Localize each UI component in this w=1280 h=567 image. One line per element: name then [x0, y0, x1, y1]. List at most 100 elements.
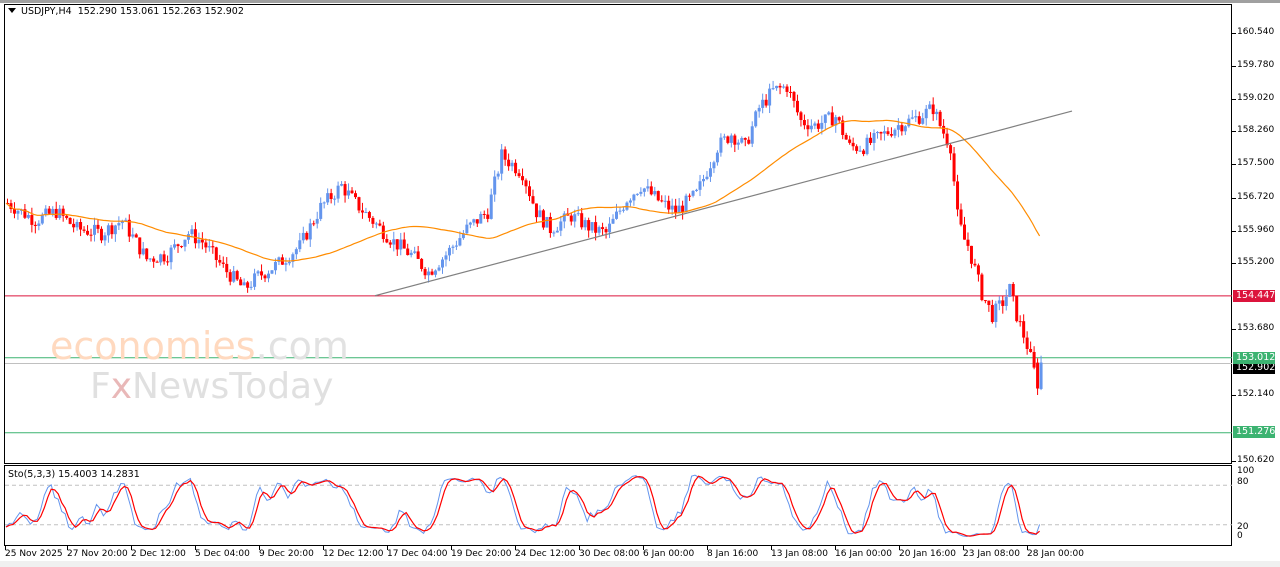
price-axis-tick — [1232, 98, 1236, 100]
candle — [211, 246, 215, 248]
candle — [312, 223, 316, 225]
symbol-title: USDJPY,H4 152.290 153.061 152.263 152.90… — [8, 6, 244, 17]
candle — [806, 125, 810, 130]
candle — [548, 217, 552, 234]
time-axis-tick — [67, 546, 68, 550]
candle — [667, 200, 671, 210]
candle — [910, 117, 914, 119]
candle — [155, 261, 159, 263]
candle — [454, 245, 458, 247]
candle — [841, 120, 845, 135]
candle — [628, 200, 632, 203]
moving-average-line — [5, 119, 1041, 262]
candle — [124, 219, 128, 221]
candle — [1025, 337, 1029, 349]
time-axis-label: 6 Jan 00:00 — [643, 549, 695, 559]
candle — [110, 225, 114, 235]
candle — [649, 186, 653, 195]
candle — [472, 219, 476, 223]
candle — [733, 135, 737, 145]
candle — [754, 111, 758, 127]
candle — [423, 268, 427, 276]
time-axis-label: 2 Dec 12:00 — [131, 549, 186, 559]
price-axis-label: 155.960 — [1237, 224, 1275, 235]
candle — [639, 191, 643, 194]
candle — [301, 232, 305, 241]
candle — [653, 191, 657, 195]
candle — [660, 200, 664, 202]
candle — [583, 220, 587, 228]
candle — [615, 211, 618, 219]
candle — [253, 273, 257, 287]
price-axis-tick — [1232, 65, 1236, 67]
candle — [79, 222, 83, 230]
candle — [573, 214, 577, 222]
candle — [93, 224, 96, 235]
candle — [298, 240, 302, 250]
candle — [608, 223, 612, 233]
candle — [681, 205, 685, 212]
candle — [882, 131, 886, 134]
candle — [322, 202, 326, 204]
candle — [601, 227, 605, 230]
candle — [371, 217, 375, 224]
price-axis-label: 153.680 — [1237, 322, 1275, 333]
time-axis-tick — [579, 546, 580, 550]
candle — [16, 210, 20, 214]
candle — [173, 244, 177, 248]
candle — [1001, 300, 1005, 306]
candle — [333, 198, 337, 200]
candle — [510, 162, 514, 167]
window-top-border — [0, 0, 1280, 3]
price-chart-panel[interactable] — [4, 4, 1232, 464]
candle — [646, 186, 650, 189]
candle — [917, 116, 921, 124]
candle — [441, 259, 444, 268]
candle — [374, 223, 378, 225]
candle — [256, 271, 260, 274]
candle — [30, 215, 34, 225]
candle — [347, 190, 351, 196]
candle — [388, 242, 392, 245]
candle — [82, 229, 86, 231]
candle — [952, 153, 956, 182]
candle — [287, 261, 291, 264]
time-axis-tick — [323, 546, 324, 550]
candle — [611, 218, 615, 224]
candle — [33, 224, 37, 226]
candle — [218, 259, 222, 263]
collapse-triangle-icon[interactable] — [8, 8, 16, 13]
candle — [889, 134, 893, 136]
candle — [166, 261, 170, 263]
candle — [468, 222, 472, 225]
candle — [907, 118, 911, 127]
time-axis-label: 25 Nov 2025 — [5, 549, 63, 559]
candle — [23, 209, 27, 218]
candle — [427, 271, 431, 276]
candle — [969, 245, 973, 264]
candle — [1022, 321, 1026, 338]
candle — [848, 139, 852, 143]
candle — [903, 126, 907, 132]
candle — [354, 193, 357, 198]
candle — [931, 104, 935, 115]
time-axis-tick — [707, 546, 708, 550]
candle — [524, 180, 528, 187]
time-axis-tick — [771, 546, 772, 550]
ascending-trendline[interactable] — [374, 110, 1073, 297]
candle — [858, 150, 862, 152]
candle — [214, 247, 218, 260]
candle — [531, 196, 535, 204]
candle — [270, 270, 274, 274]
time-axis-label: 17 Dec 04:00 — [387, 549, 448, 559]
candle — [987, 300, 991, 306]
candle — [406, 248, 410, 256]
candle — [385, 239, 389, 243]
time-axis-tick — [643, 546, 644, 550]
candle — [1011, 284, 1015, 296]
candle — [855, 146, 859, 151]
candle — [851, 142, 855, 147]
candle — [162, 254, 166, 262]
candle — [503, 149, 507, 160]
